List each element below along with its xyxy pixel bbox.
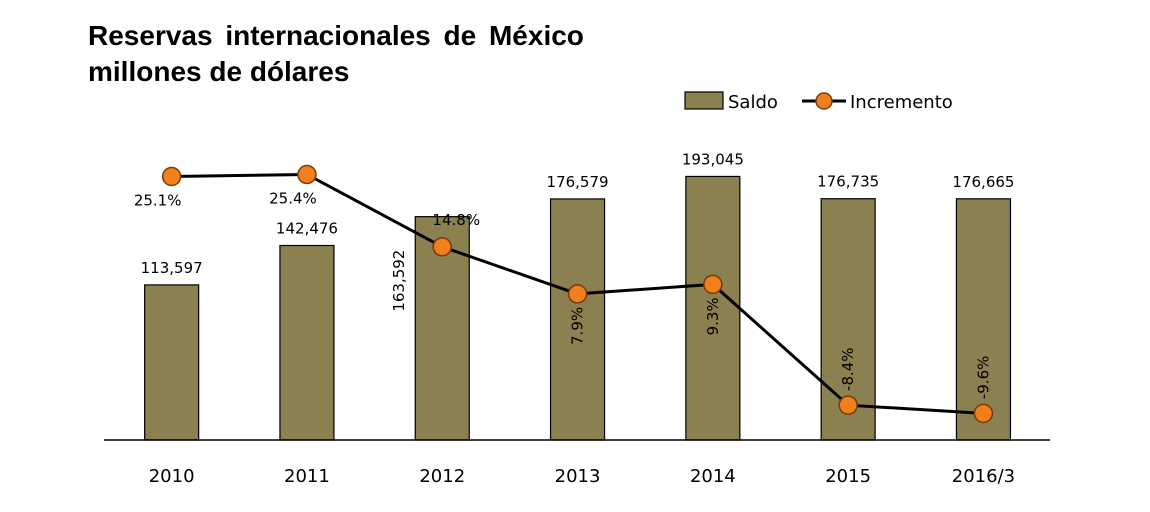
legend-label-saldo: Saldo <box>728 92 778 113</box>
x-tick-2015: 2015 <box>825 466 871 487</box>
bar-2011 <box>279 244 335 441</box>
bar-label-2015: 176,735 <box>817 173 879 191</box>
line-series-group <box>161 164 994 424</box>
line-label-2013: 7.9% <box>569 307 587 345</box>
bar-2014 <box>685 175 741 441</box>
line-data-labels: 25.1% 25.4% 14.8% 7.9% 9.3% -8.4% -9.6% <box>134 189 993 399</box>
marker-2011 <box>297 164 317 185</box>
marker-2016/3 <box>973 403 994 424</box>
chart-subtitle: millones de dólares <box>88 56 350 87</box>
marker-2015 <box>838 395 858 415</box>
bar-label-2014: 193,045 <box>682 150 744 168</box>
bar-2013 <box>549 198 606 441</box>
line-label-2012: 14.8% <box>432 211 480 229</box>
bar-2016/3 <box>955 198 1012 441</box>
chart-title: Reservas internacionales de México <box>88 20 584 51</box>
x-tick-labels: 2010 2011 2012 2013 2014 2015 2016/3 <box>149 466 1015 487</box>
x-tick-2011: 2011 <box>284 466 330 487</box>
bar-label-2016/3: 176,665 <box>952 173 1014 191</box>
bar-label-2013: 176,579 <box>547 173 609 191</box>
bar-data-labels: 113,597 142,476 163,592 176,579 193,045 176,7… <box>141 150 1015 311</box>
line-label-2014: 9.3% <box>704 297 722 335</box>
marker-2010 <box>161 166 182 187</box>
line-label-2010: 25.1% <box>134 192 182 210</box>
legend-marker-incremento <box>815 92 833 110</box>
line-label-2016/3: -9.6% <box>974 356 992 400</box>
x-tick-2016/3: 2016/3 <box>952 466 1015 487</box>
bar-label-2010: 113,597 <box>141 259 203 277</box>
bar-label-2012: 163,592 <box>390 250 408 312</box>
legend: Saldo Incremento <box>684 91 953 113</box>
chart-title-block: Reservas internacionales de México millo… <box>88 18 584 90</box>
x-tick-2012: 2012 <box>419 466 465 487</box>
x-tick-2013: 2013 <box>555 466 601 487</box>
legend-label-incremento: Incremento <box>850 92 953 113</box>
marker-2014 <box>703 274 723 295</box>
legend-swatch-saldo <box>684 91 724 110</box>
marker-2013 <box>567 284 588 304</box>
line-label-2011: 25.4% <box>269 189 317 207</box>
marker-2012 <box>432 237 452 257</box>
bar-2010 <box>144 284 200 441</box>
bar-label-2011: 142,476 <box>276 219 338 237</box>
x-tick-2010: 2010 <box>149 466 195 487</box>
line-label-2015: -8.4% <box>839 347 857 391</box>
x-tick-2014: 2014 <box>690 466 736 487</box>
